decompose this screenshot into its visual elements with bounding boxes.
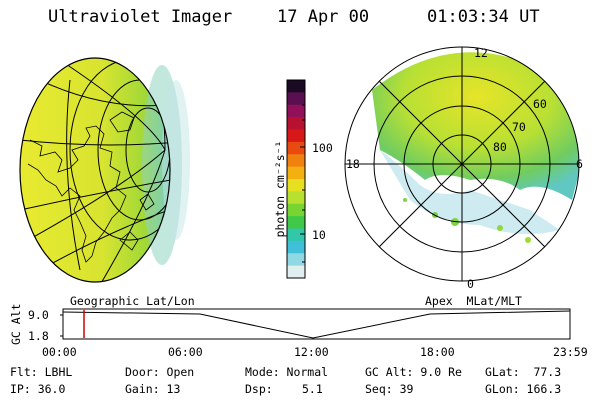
info-flt: Flt: LBHL bbox=[10, 365, 73, 379]
colorbar-segment bbox=[287, 129, 305, 143]
auroral-oval bbox=[372, 52, 579, 200]
polar-grid bbox=[344, 46, 580, 282]
info-dsp-value: 5.1 bbox=[302, 382, 323, 396]
colorbar-segment bbox=[287, 104, 305, 118]
x-tick-0600: 06:00 bbox=[168, 345, 203, 359]
polar-panel-label: Apex MLat/MLT bbox=[425, 294, 522, 308]
polar-image bbox=[344, 46, 580, 282]
colorbar-segment bbox=[287, 117, 305, 130]
lat-label-70: 70 bbox=[512, 120, 526, 134]
y-tick-label-low: 1.8 bbox=[28, 329, 49, 343]
info-mode: Mode: Normal bbox=[245, 365, 329, 379]
colorbar-label-100: 100 bbox=[312, 141, 333, 155]
mlt-label-0: 0 bbox=[467, 277, 474, 291]
colorbar-segment bbox=[287, 166, 305, 180]
info-dsp-label: Dsp: bbox=[245, 382, 273, 396]
colorbar-units: photon cm⁻²s⁻¹ bbox=[273, 140, 287, 238]
colorbar-segment bbox=[287, 253, 305, 267]
x-tick-0000: 00:00 bbox=[42, 345, 77, 359]
earth-panel-label: Geographic Lat/Lon bbox=[70, 294, 195, 308]
mlt-label-6: 6 bbox=[576, 157, 583, 171]
info-gain: Gain: 13 bbox=[125, 382, 181, 396]
y-tick-label-high: 9.0 bbox=[28, 308, 49, 322]
colorbar-segment bbox=[287, 154, 305, 168]
x-tick-1800: 18:00 bbox=[420, 345, 455, 359]
colorbar-segment bbox=[287, 265, 305, 279]
aurora-patch bbox=[403, 198, 407, 202]
info-door: Door: Open bbox=[125, 365, 195, 379]
header-time: 01:03:34 UT bbox=[427, 7, 540, 27]
mlt-label-12: 12 bbox=[474, 46, 488, 60]
aurora-patch bbox=[525, 237, 531, 243]
altitude-plot bbox=[60, 308, 571, 340]
instrument-title: Ultraviolet Imager bbox=[48, 7, 233, 27]
lat-label-60: 60 bbox=[533, 97, 547, 111]
earth-limb-haze bbox=[162, 80, 190, 240]
colorbar-frame bbox=[286, 79, 306, 279]
info-glon: GLon: 166.3 bbox=[485, 382, 562, 396]
colorbar bbox=[287, 80, 305, 279]
colorbar-segment bbox=[287, 191, 305, 205]
header-date: 17 Apr 00 bbox=[277, 7, 370, 27]
lat-label-80: 80 bbox=[493, 140, 507, 154]
info-seq: Seq: 39 bbox=[365, 382, 414, 396]
info-glat: GLat: 77.3 bbox=[485, 365, 562, 379]
earth-limb bbox=[19, 57, 171, 283]
earth-grid bbox=[20, 58, 170, 282]
aurora-patch bbox=[497, 225, 503, 231]
earth-image bbox=[19, 57, 190, 283]
mlt-label-18: 18 bbox=[346, 157, 360, 171]
info-gcalt: GC Alt: 9.0 Re bbox=[365, 365, 462, 379]
colorbar-segment bbox=[287, 179, 305, 192]
colorbar-segment bbox=[287, 203, 305, 217]
x-tick-2359: 23:59 bbox=[553, 345, 588, 359]
altitude-curve bbox=[62, 310, 571, 339]
colorbar-segment bbox=[287, 240, 305, 254]
info-ip: IP: 36.0 bbox=[10, 382, 66, 396]
altitude-ylabel: GC Alt bbox=[9, 303, 23, 345]
colorbar-label-10: 10 bbox=[312, 228, 326, 242]
colorbar-segment bbox=[287, 141, 305, 155]
colorbar-segment bbox=[287, 216, 305, 229]
x-tick-1200: 12:00 bbox=[294, 345, 329, 359]
colorbar-segment bbox=[287, 228, 305, 242]
colorbar-segment bbox=[287, 92, 305, 106]
altitude-plot-frame bbox=[62, 308, 571, 340]
colorbar-segment bbox=[287, 80, 305, 93]
